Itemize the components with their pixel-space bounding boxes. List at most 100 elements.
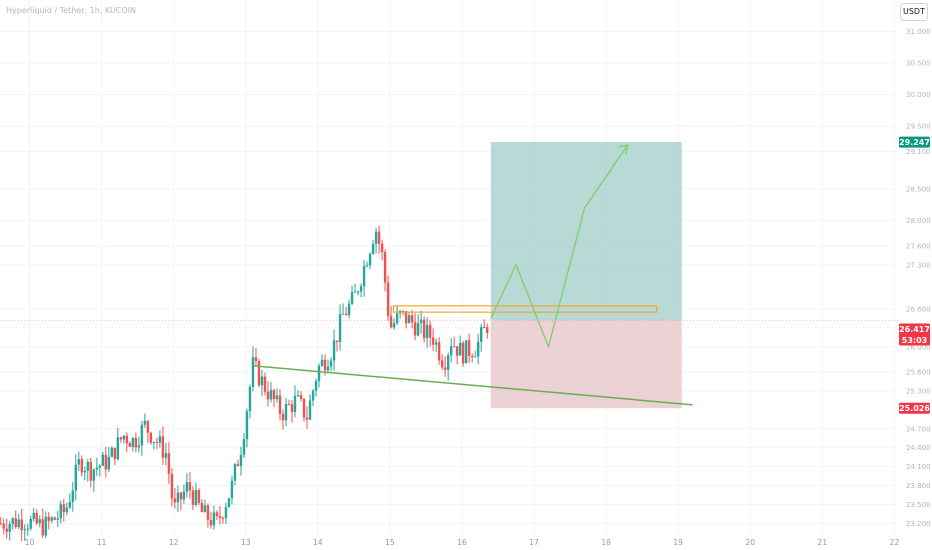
x-axis-tick-label: 12	[169, 538, 179, 547]
candle-body	[428, 324, 432, 338]
candle-body	[473, 356, 477, 358]
candle-body	[74, 464, 77, 491]
candle-body	[350, 292, 354, 304]
drawings	[0, 144, 898, 406]
candle-body	[482, 327, 486, 329]
candle-body	[101, 454, 105, 466]
candle-body	[308, 400, 312, 420]
profit-zone	[490, 142, 682, 321]
projection-arrow-path	[490, 144, 629, 349]
candle-body	[464, 340, 468, 364]
candle-body	[329, 360, 333, 367]
candle-body	[14, 518, 17, 528]
candle-body	[194, 490, 198, 505]
x-axis-tick-label: 14	[313, 538, 323, 547]
candle-body	[218, 516, 222, 518]
y-axis-tick-label: 25.300	[906, 387, 931, 395]
candle-body	[458, 342, 462, 356]
y-axis-tick-label: 26.600	[906, 305, 931, 313]
candle-body	[242, 439, 246, 455]
candle-body	[344, 313, 348, 316]
candle-body	[104, 454, 108, 470]
candle-body	[347, 303, 351, 316]
candle-body	[143, 420, 147, 425]
candle-body	[272, 390, 276, 400]
candle-body	[476, 341, 480, 357]
candle-body	[446, 355, 450, 370]
candle-body	[197, 490, 201, 503]
candle-body	[170, 473, 174, 499]
y-axis-tick-label: 23.800	[906, 482, 931, 490]
candle-body	[110, 447, 114, 457]
y-axis-tick-label: 27.600	[906, 242, 931, 250]
candle-body	[35, 512, 38, 524]
candle-body	[200, 502, 204, 513]
candle-body	[71, 490, 74, 502]
candle-body	[113, 447, 117, 460]
candle-body	[155, 441, 159, 443]
candle-body	[470, 356, 474, 358]
candle-body	[230, 480, 234, 499]
candle-body	[50, 517, 53, 521]
candle-body	[32, 512, 35, 519]
candle-body	[77, 459, 80, 465]
candle-body	[209, 519, 213, 526]
candle-body	[326, 366, 330, 371]
x-axis-tick-label: 10	[25, 538, 35, 547]
y-axis-tick-label: 29.500	[906, 123, 931, 131]
candle-body	[26, 528, 29, 530]
candle-body	[158, 436, 162, 443]
candle-body	[236, 464, 240, 466]
candle-body	[0, 523, 2, 525]
target-price-badge-text: 29.247	[899, 138, 930, 147]
candle-body	[290, 404, 294, 413]
symbol-title: Hyperliquid / Tether, 1h, KUCOIN	[6, 6, 137, 15]
candle-body	[332, 340, 336, 361]
candle-body	[449, 346, 453, 356]
candle-body	[239, 454, 243, 466]
candle-body	[362, 266, 366, 287]
candle-body	[182, 491, 186, 500]
candle-body	[59, 504, 62, 519]
y-axis-tick-label: 28.500	[906, 186, 931, 194]
candle-body	[95, 467, 99, 470]
candle-body	[257, 361, 261, 386]
y-axis-tick-label: 24.700	[906, 425, 931, 433]
candle-body	[191, 490, 195, 505]
candle-body	[371, 243, 375, 254]
candle-body	[296, 395, 300, 397]
candle-body	[302, 398, 306, 418]
candle-body	[335, 340, 339, 342]
candle-body	[251, 357, 255, 387]
currency-button[interactable]: USDT	[900, 3, 928, 21]
current-price-badge	[899, 323, 930, 346]
candle-body	[320, 359, 324, 366]
candle-body	[146, 420, 150, 433]
candle-body	[269, 390, 273, 400]
candle-body	[305, 417, 309, 420]
candle-body	[80, 459, 84, 473]
candle-body	[374, 231, 378, 244]
y-axis-tick-label: 30.500	[906, 60, 931, 68]
y-axis-tick-label: 25.600	[906, 369, 931, 377]
candle-body	[365, 265, 369, 267]
candle-body	[416, 322, 420, 336]
position-zones	[490, 142, 682, 409]
candle-body	[221, 517, 225, 519]
candle-body	[167, 453, 171, 474]
candle-body	[173, 498, 177, 503]
candle-body	[383, 252, 387, 283]
candle-body	[356, 291, 360, 293]
candle-body	[413, 322, 417, 336]
candle-body	[20, 519, 23, 531]
candle-body	[164, 453, 168, 458]
candle-body	[245, 411, 249, 440]
y-axis-tick-label: 29.100	[906, 148, 931, 156]
candle-body	[434, 342, 438, 345]
candle-body	[89, 461, 93, 481]
candle-body	[407, 315, 411, 324]
candle-body	[140, 424, 144, 446]
